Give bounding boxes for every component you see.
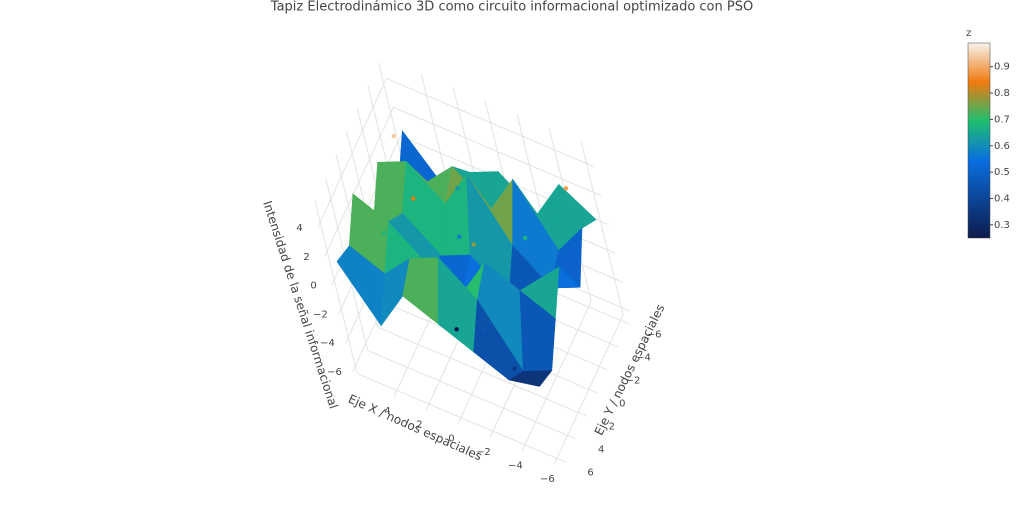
x-tick-label: −4 bbox=[508, 461, 523, 472]
scatter-point bbox=[411, 196, 416, 201]
scatter-point bbox=[471, 242, 476, 247]
x-axis-title: Eje X / nodos espaciales bbox=[346, 392, 484, 464]
grid-line bbox=[317, 78, 387, 229]
y-axis-title: Eje Y / nodos espaciales bbox=[592, 302, 668, 438]
scatter-point bbox=[522, 235, 528, 241]
z-tick-label: 0 bbox=[310, 281, 316, 292]
grid-line bbox=[367, 349, 576, 440]
colorbar bbox=[967, 42, 991, 239]
scatter-point bbox=[454, 327, 459, 332]
surface-patch bbox=[508, 370, 553, 387]
scatter-point bbox=[563, 186, 569, 191]
z-tick-label: 2 bbox=[303, 252, 309, 263]
x-tick-label: −2 bbox=[476, 447, 491, 458]
y-tick-label: −6 bbox=[647, 330, 662, 341]
y-tick-label: −4 bbox=[636, 353, 651, 364]
surface-patch bbox=[373, 161, 407, 215]
grid-line bbox=[386, 77, 595, 168]
grid-line bbox=[580, 141, 624, 315]
grid-line bbox=[314, 200, 358, 374]
scatter-point bbox=[391, 133, 396, 139]
chart-title: Tapiz Electrodinámico 3D como circuito i… bbox=[270, 0, 753, 15]
colorbar-tick-label: 0.7 bbox=[994, 114, 1010, 125]
scatter-point bbox=[455, 186, 460, 191]
scatter-point bbox=[482, 326, 487, 332]
scatter-point bbox=[380, 264, 385, 270]
x-tick-label: 2 bbox=[416, 420, 422, 431]
scatter-point bbox=[381, 230, 387, 236]
y-tick-label: −2 bbox=[626, 376, 641, 387]
colorbar-tick-label: 0.3 bbox=[994, 220, 1010, 231]
z-tick-label: −6 bbox=[327, 367, 342, 378]
grid-line bbox=[356, 372, 566, 463]
colorbar-tick-label: 0.4 bbox=[994, 193, 1010, 204]
x-tick-label: 0 bbox=[448, 433, 454, 444]
y-tick-label: 6 bbox=[587, 468, 593, 479]
y-tick-label: 4 bbox=[598, 445, 604, 456]
scatter-point bbox=[512, 366, 517, 371]
z-tick-label: −4 bbox=[320, 338, 335, 349]
z-tick-label: 4 bbox=[296, 223, 302, 234]
colorbar-tick-label: 0.8 bbox=[994, 88, 1010, 99]
colorbar-tick-label: 0.5 bbox=[994, 167, 1010, 178]
x-tick-label: 4 bbox=[384, 406, 390, 417]
scatter-point bbox=[457, 234, 462, 239]
colorbar-tick-label: 0.9 bbox=[994, 62, 1010, 73]
x-tick-label: −6 bbox=[540, 474, 555, 485]
colorbar-tick-label: 0.6 bbox=[994, 141, 1010, 152]
colorbar-title: z bbox=[966, 28, 971, 39]
y-tick-label: 2 bbox=[609, 422, 615, 433]
grid-line bbox=[324, 107, 394, 257]
z-tick-label: −2 bbox=[313, 309, 328, 320]
surface-patch bbox=[402, 257, 439, 325]
grid-line bbox=[377, 326, 587, 417]
y-tick-label: 0 bbox=[619, 399, 625, 410]
grid-line bbox=[393, 106, 602, 197]
